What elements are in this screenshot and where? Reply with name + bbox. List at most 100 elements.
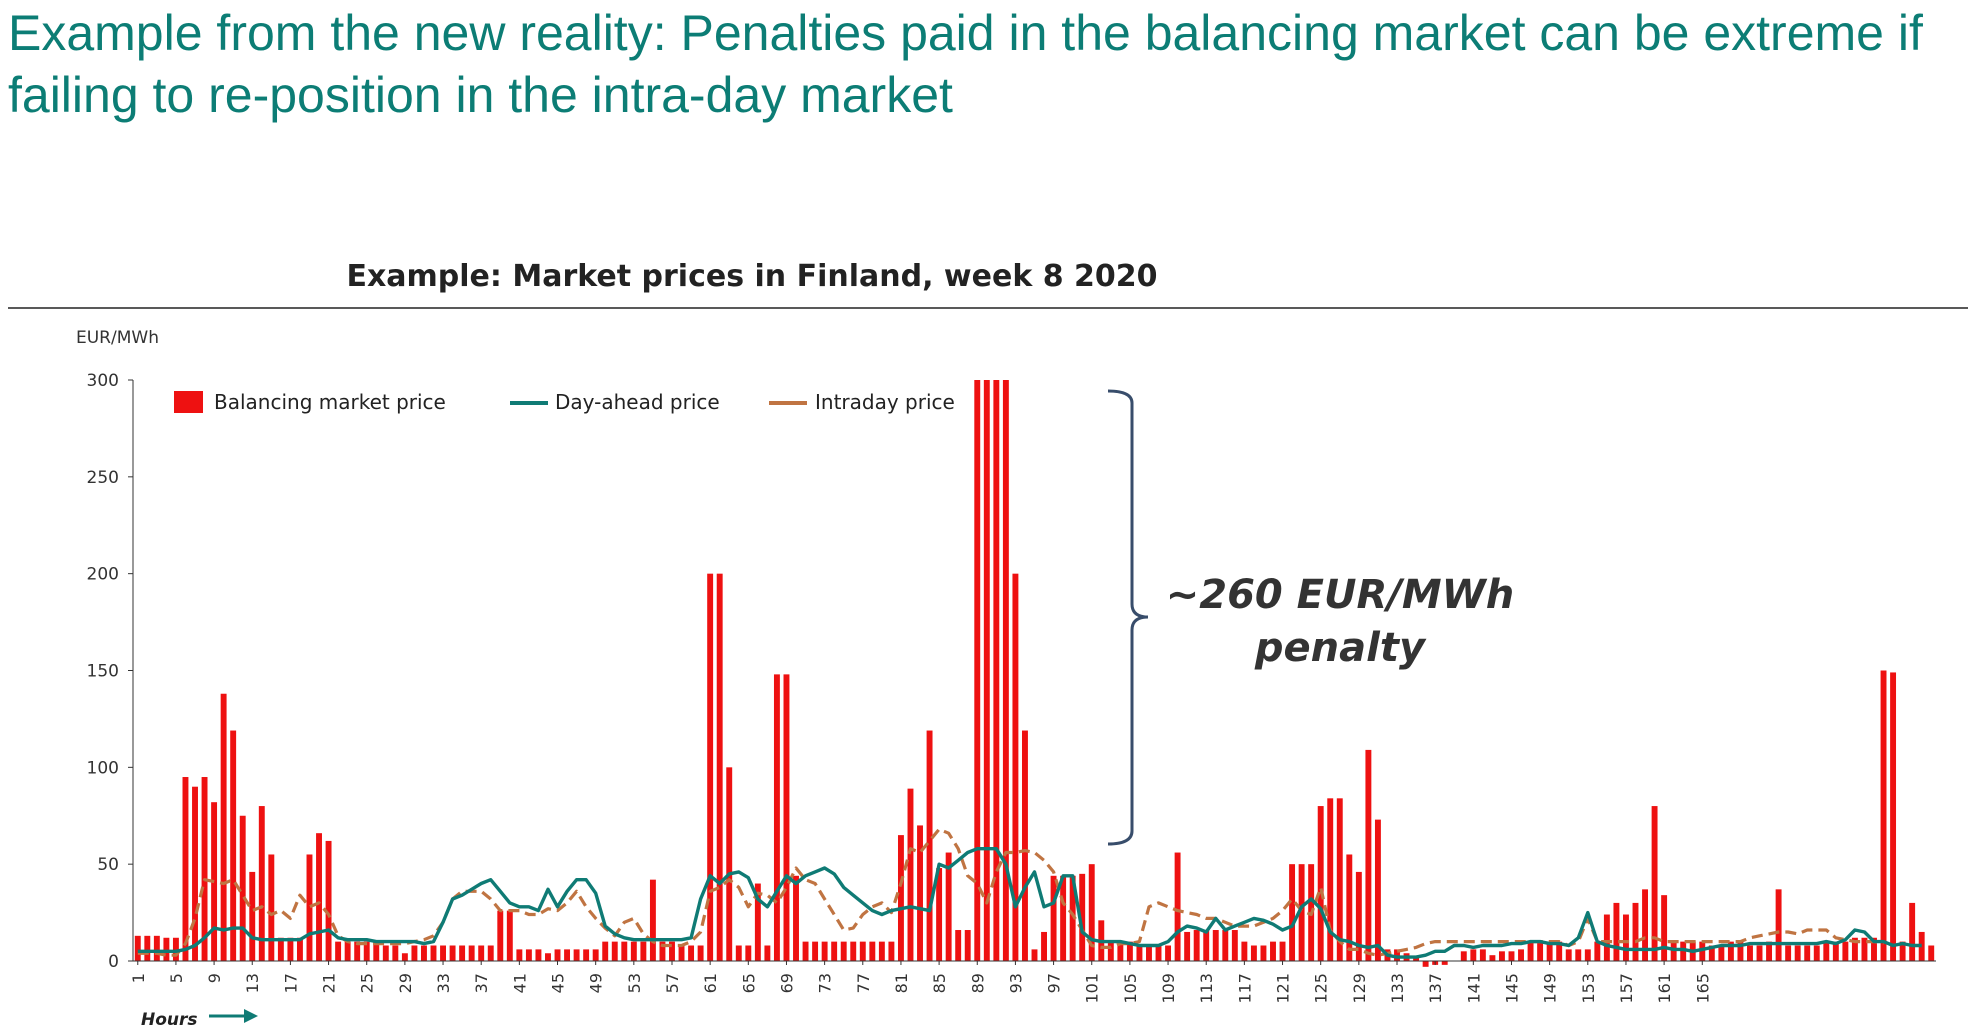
balancing-bar <box>1594 941 1601 961</box>
balancing-bar <box>220 693 227 961</box>
balancing-bar <box>592 949 599 961</box>
balancing-bar <box>1603 914 1610 961</box>
balancing-bar <box>163 937 170 961</box>
day-ahead-price-line <box>137 847 1922 959</box>
balancing-bar <box>1327 798 1334 961</box>
balancing-bar <box>802 941 809 961</box>
x-tick-label: 13 <box>243 973 262 993</box>
balancing-bar <box>678 945 685 961</box>
balancing-bar <box>1670 941 1677 961</box>
balancing-bar <box>697 945 704 961</box>
balancing-bar <box>1155 945 1162 961</box>
balancing-bar <box>1775 889 1782 961</box>
y-tick-label: 150 <box>87 662 119 682</box>
balancing-bar <box>1909 902 1916 961</box>
balancing-bar <box>1661 895 1668 961</box>
balancing-bar <box>1804 945 1811 961</box>
balancing-bar <box>1565 949 1572 961</box>
x-tick-label: 113 <box>1197 973 1216 1004</box>
hours-arrow-icon <box>244 1009 258 1023</box>
balancing-bar <box>1527 941 1534 961</box>
balancing-bar <box>1899 941 1906 961</box>
balancing-bar <box>583 949 590 961</box>
balancing-bar <box>230 730 237 961</box>
x-tick-label: 77 <box>854 973 873 993</box>
balancing-bar <box>1317 806 1324 961</box>
balancing-bar <box>850 941 857 961</box>
x-tick-label: 53 <box>625 973 644 993</box>
balancing-bar <box>1813 945 1820 961</box>
balancing-bar <box>1642 889 1648 961</box>
balancing-bar <box>1126 941 1133 961</box>
x-tick-label: 37 <box>472 973 491 993</box>
balancing-bar <box>897 835 904 961</box>
balancing-bar <box>1727 941 1734 961</box>
balancing-bar <box>1537 941 1544 961</box>
balancing-bar <box>1584 949 1591 961</box>
x-tick-label: 25 <box>358 973 377 993</box>
x-tick-label: 101 <box>1083 973 1102 1004</box>
balancing-bar <box>153 935 160 961</box>
balancing-bar <box>783 674 790 961</box>
balancing-bar <box>1022 730 1028 961</box>
x-tick-label: 41 <box>510 973 529 993</box>
balancing-bar <box>1222 930 1229 961</box>
balancing-bar <box>1279 941 1286 961</box>
balancing-bar <box>1470 949 1477 961</box>
x-tick-label: 61 <box>701 973 720 993</box>
balancing-bar <box>974 380 981 961</box>
balancing-bar <box>1365 749 1372 961</box>
balancing-bar <box>1623 914 1629 961</box>
balancing-bar <box>888 941 895 961</box>
x-tick-label: 65 <box>739 973 758 993</box>
balancing-bar <box>1680 941 1687 961</box>
balancing-bar <box>964 930 971 961</box>
balancing-bar <box>1794 945 1801 961</box>
balancing-bar <box>1374 819 1381 961</box>
balancing-bar <box>640 941 647 961</box>
balancing-bar <box>1441 961 1448 965</box>
balancing-bar <box>1212 930 1219 961</box>
balancing-bar <box>1413 957 1420 961</box>
balancing-bar <box>993 380 1000 961</box>
balancing-bar <box>1460 951 1467 961</box>
balancing-bar <box>1060 875 1067 961</box>
balancing-bar <box>1718 945 1725 961</box>
x-tick-label: 89 <box>968 973 987 993</box>
x-tick-label: 109 <box>1159 973 1178 1004</box>
balancing-bar <box>1880 670 1887 961</box>
balancing-bar <box>421 945 427 961</box>
balancing-bar <box>1632 902 1639 961</box>
balancing-bar <box>869 941 876 961</box>
balancing-bar <box>1031 949 1038 961</box>
legend-label-intraday: Intraday price <box>815 390 955 414</box>
x-tick-label: 93 <box>1006 973 1025 993</box>
y-tick-label: 0 <box>108 952 119 972</box>
balancing-bar <box>1708 945 1715 961</box>
balancing-bar <box>1079 873 1086 961</box>
y-axis-unit-label: EUR/MWh <box>76 328 159 348</box>
balancing-bar <box>812 941 819 961</box>
balancing-bar <box>1498 951 1505 961</box>
balancing-bar <box>1241 941 1248 961</box>
balancing-bar <box>1575 949 1582 961</box>
balancing-bar <box>621 941 628 961</box>
chart-title: Example: Market prices in Finland, week … <box>346 259 1157 294</box>
slide-title: Example from the new reality: Penalties … <box>8 5 1923 123</box>
y-tick-label: 100 <box>87 758 119 778</box>
x-axis-label: Hours <box>141 1010 198 1030</box>
balancing-bar <box>611 941 618 961</box>
balancing-bar <box>506 910 513 961</box>
balancing-bar <box>659 941 666 961</box>
balancing-bar <box>649 879 656 961</box>
balancing-bar <box>392 945 399 961</box>
x-tick-label: 97 <box>1045 973 1064 993</box>
balancing-bar <box>478 945 485 961</box>
balancing-bar <box>936 868 943 961</box>
balancing-bar <box>144 935 151 961</box>
x-tick-label: 121 <box>1274 973 1293 1004</box>
balancing-bar <box>554 949 561 961</box>
x-tick-label: 133 <box>1388 973 1407 1004</box>
x-tick-label: 125 <box>1312 973 1331 1004</box>
